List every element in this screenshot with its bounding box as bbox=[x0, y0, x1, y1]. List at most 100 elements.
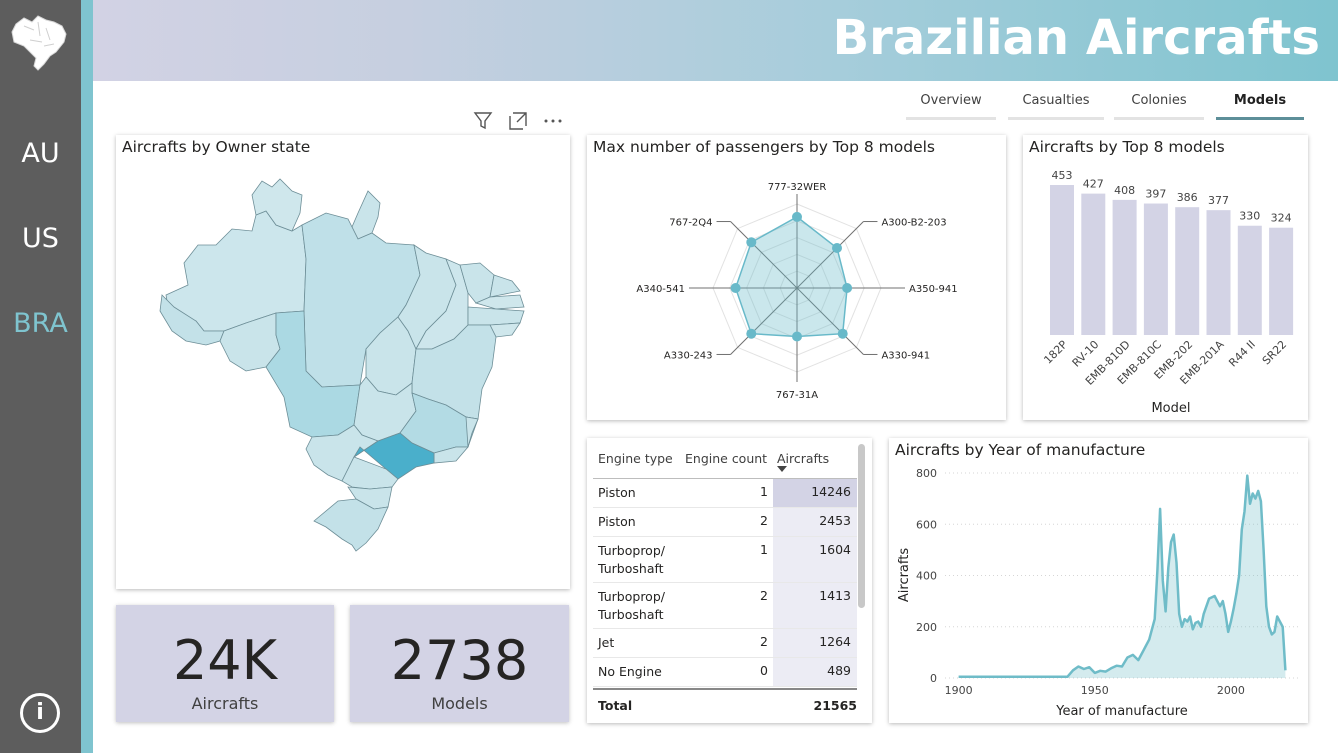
sort-descending-icon bbox=[777, 466, 787, 472]
engine-type-cell: No Engine bbox=[598, 664, 662, 679]
radar-spoke bbox=[730, 287, 798, 355]
aircrafts-cell: 1604 bbox=[773, 537, 857, 582]
bar-tick-label: SR22 bbox=[1260, 338, 1289, 367]
kpi-aircrafts-card: 24K Aircrafts bbox=[116, 605, 334, 722]
engine-table-card: Engine type Engine count Aircrafts Pisto… bbox=[587, 438, 872, 723]
bar-r44-ii[interactable] bbox=[1237, 225, 1262, 335]
area-x-tick-label: 1950 bbox=[1081, 684, 1109, 697]
state-roraima[interactable] bbox=[251, 178, 303, 232]
tab-colonies[interactable]: Colonies bbox=[1114, 86, 1204, 120]
radar-data-point[interactable] bbox=[746, 328, 757, 339]
radar-axis-label: A350-941 bbox=[909, 284, 958, 295]
state-amapa[interactable] bbox=[351, 190, 381, 240]
radar-data-point[interactable] bbox=[792, 331, 802, 342]
bar-emb-202[interactable] bbox=[1175, 207, 1200, 335]
area-card: Aircrafts by Year of manufacture 0 200 400… bbox=[889, 438, 1308, 723]
area-series-line[interactable] bbox=[958, 474, 1287, 678]
bar-emb-810c[interactable] bbox=[1143, 203, 1168, 335]
focus-mode-icon[interactable] bbox=[507, 110, 529, 132]
area-x-tick-label: 1900 bbox=[945, 684, 973, 697]
engine-type-cell: Piston bbox=[598, 485, 636, 500]
radar-data-point[interactable] bbox=[730, 283, 741, 293]
state-paraiba[interactable] bbox=[474, 294, 525, 310]
aircrafts-cell: 1413 bbox=[773, 583, 857, 628]
bar-rv-10[interactable] bbox=[1081, 193, 1106, 335]
bar-data-label: 408 bbox=[1114, 184, 1135, 197]
radar-axis-label: A340-541 bbox=[636, 284, 685, 295]
bar-card: Aircrafts by Top 8 models 453 182P 427 RV-1… bbox=[1023, 135, 1308, 420]
area-x-tick-label: 2000 bbox=[1217, 684, 1245, 697]
radar-axis-label: A330-941 bbox=[881, 350, 930, 361]
state-espirito-santo[interactable] bbox=[465, 416, 479, 448]
area-y-tick-label: 800 bbox=[916, 467, 937, 480]
table-header-aircrafts[interactable]: Aircrafts bbox=[777, 451, 830, 466]
kpi-aircrafts-value: 24K bbox=[172, 629, 278, 692]
area-title: Aircrafts by Year of manufacture bbox=[895, 441, 1146, 459]
bar-emb-810d[interactable] bbox=[1112, 199, 1137, 335]
kpi-models-value: 2738 bbox=[390, 629, 529, 692]
bar-data-label: 330 bbox=[1239, 210, 1260, 223]
bar-data-label: 386 bbox=[1177, 191, 1198, 204]
radar-data-point[interactable] bbox=[842, 283, 853, 293]
bar-data-label: 324 bbox=[1271, 212, 1292, 225]
tab-models[interactable]: Models bbox=[1216, 86, 1304, 120]
tab-overview[interactable]: Overview bbox=[906, 86, 996, 120]
bar-emb-201a[interactable] bbox=[1206, 210, 1231, 335]
table-header-engine-count[interactable]: Engine count bbox=[685, 451, 768, 466]
bar-chart: 453182P427RV-10408EMB-810D397EMB-810C386… bbox=[1041, 169, 1294, 416]
area-y-tick-label: 400 bbox=[916, 570, 937, 583]
radar-axis-label: 767-31A bbox=[776, 390, 818, 401]
left-nav-bar: AU US BRA i bbox=[0, 0, 81, 753]
table-header-divider bbox=[593, 478, 857, 479]
radar-data-point[interactable] bbox=[837, 328, 848, 339]
state-pernambuco[interactable] bbox=[467, 306, 525, 326]
table-header-engine-type[interactable]: Engine type bbox=[598, 451, 673, 466]
table-row[interactable]: Jet 2 1264 bbox=[593, 629, 857, 658]
bar-sr22[interactable] bbox=[1269, 227, 1294, 335]
engine-type-cell: Jet bbox=[598, 635, 615, 650]
tab-casualties[interactable]: Casualties bbox=[1008, 86, 1104, 120]
radar-axis-label: A330-243 bbox=[664, 350, 713, 361]
state-rio-grande-do-sul[interactable] bbox=[313, 498, 389, 552]
radar-spoke bbox=[730, 221, 798, 289]
nav-accent-strip bbox=[81, 0, 93, 753]
radar-data-point[interactable] bbox=[832, 243, 842, 253]
radar-chart: 777-32WER A300-B2-203 A350-941 A330-941 767-… bbox=[636, 182, 958, 401]
info-icon: i bbox=[36, 700, 44, 725]
nav-link-us[interactable]: US bbox=[22, 223, 59, 254]
kpi-models-card: 2738 Models bbox=[350, 605, 569, 722]
bar-182p[interactable] bbox=[1050, 185, 1074, 335]
area-chart: 0 200 400 600 800 1900 1950 2000 Year of manufac… bbox=[897, 467, 1299, 719]
table-row[interactable]: Turboprop/ Turboshaft 2 1413 bbox=[593, 583, 857, 629]
aircrafts-cell: 2453 bbox=[773, 508, 857, 536]
table-row[interactable]: No Engine 0 489 bbox=[593, 658, 857, 687]
radar-axis-label: 767-2Q4 bbox=[669, 218, 712, 229]
radar-data-point[interactable] bbox=[746, 237, 757, 248]
aircrafts-cell: 489 bbox=[773, 658, 857, 686]
state-rio-grande-do-norte[interactable] bbox=[489, 274, 521, 298]
page-title: Brazilian Aircrafts bbox=[832, 10, 1320, 66]
table-row[interactable]: Piston 1 14246 bbox=[593, 479, 857, 508]
more-options-icon[interactable] bbox=[542, 110, 564, 132]
radar-data-point[interactable] bbox=[792, 211, 802, 222]
filter-icon[interactable] bbox=[472, 110, 494, 132]
table-row[interactable]: Turboprop/ Turboshaft 1 1604 bbox=[593, 537, 857, 583]
kpi-aircrafts-label: Aircrafts bbox=[191, 694, 259, 713]
state-sao-paulo[interactable] bbox=[353, 432, 435, 480]
bar-data-label: 427 bbox=[1083, 178, 1104, 191]
bar-tick-label: 182P bbox=[1041, 338, 1070, 367]
info-button[interactable]: i bbox=[20, 693, 60, 733]
engine-count-cell: 2 bbox=[760, 634, 768, 649]
nav-link-au[interactable]: AU bbox=[21, 138, 60, 169]
engine-count-cell: 2 bbox=[760, 513, 768, 528]
radar-spoke bbox=[796, 221, 864, 289]
area-y-tick-label: 200 bbox=[916, 621, 937, 634]
table-scrollbar[interactable] bbox=[858, 444, 865, 608]
nav-link-bra[interactable]: BRA bbox=[13, 308, 68, 339]
aircrafts-cell: 1264 bbox=[773, 629, 857, 657]
aircrafts-cell: 14246 bbox=[773, 479, 857, 507]
brazil-map-icon bbox=[11, 15, 67, 71]
area-y-tick-label: 600 bbox=[916, 518, 937, 531]
engine-type-cell: Piston bbox=[598, 514, 636, 529]
table-row[interactable]: Piston 2 2453 bbox=[593, 508, 857, 537]
